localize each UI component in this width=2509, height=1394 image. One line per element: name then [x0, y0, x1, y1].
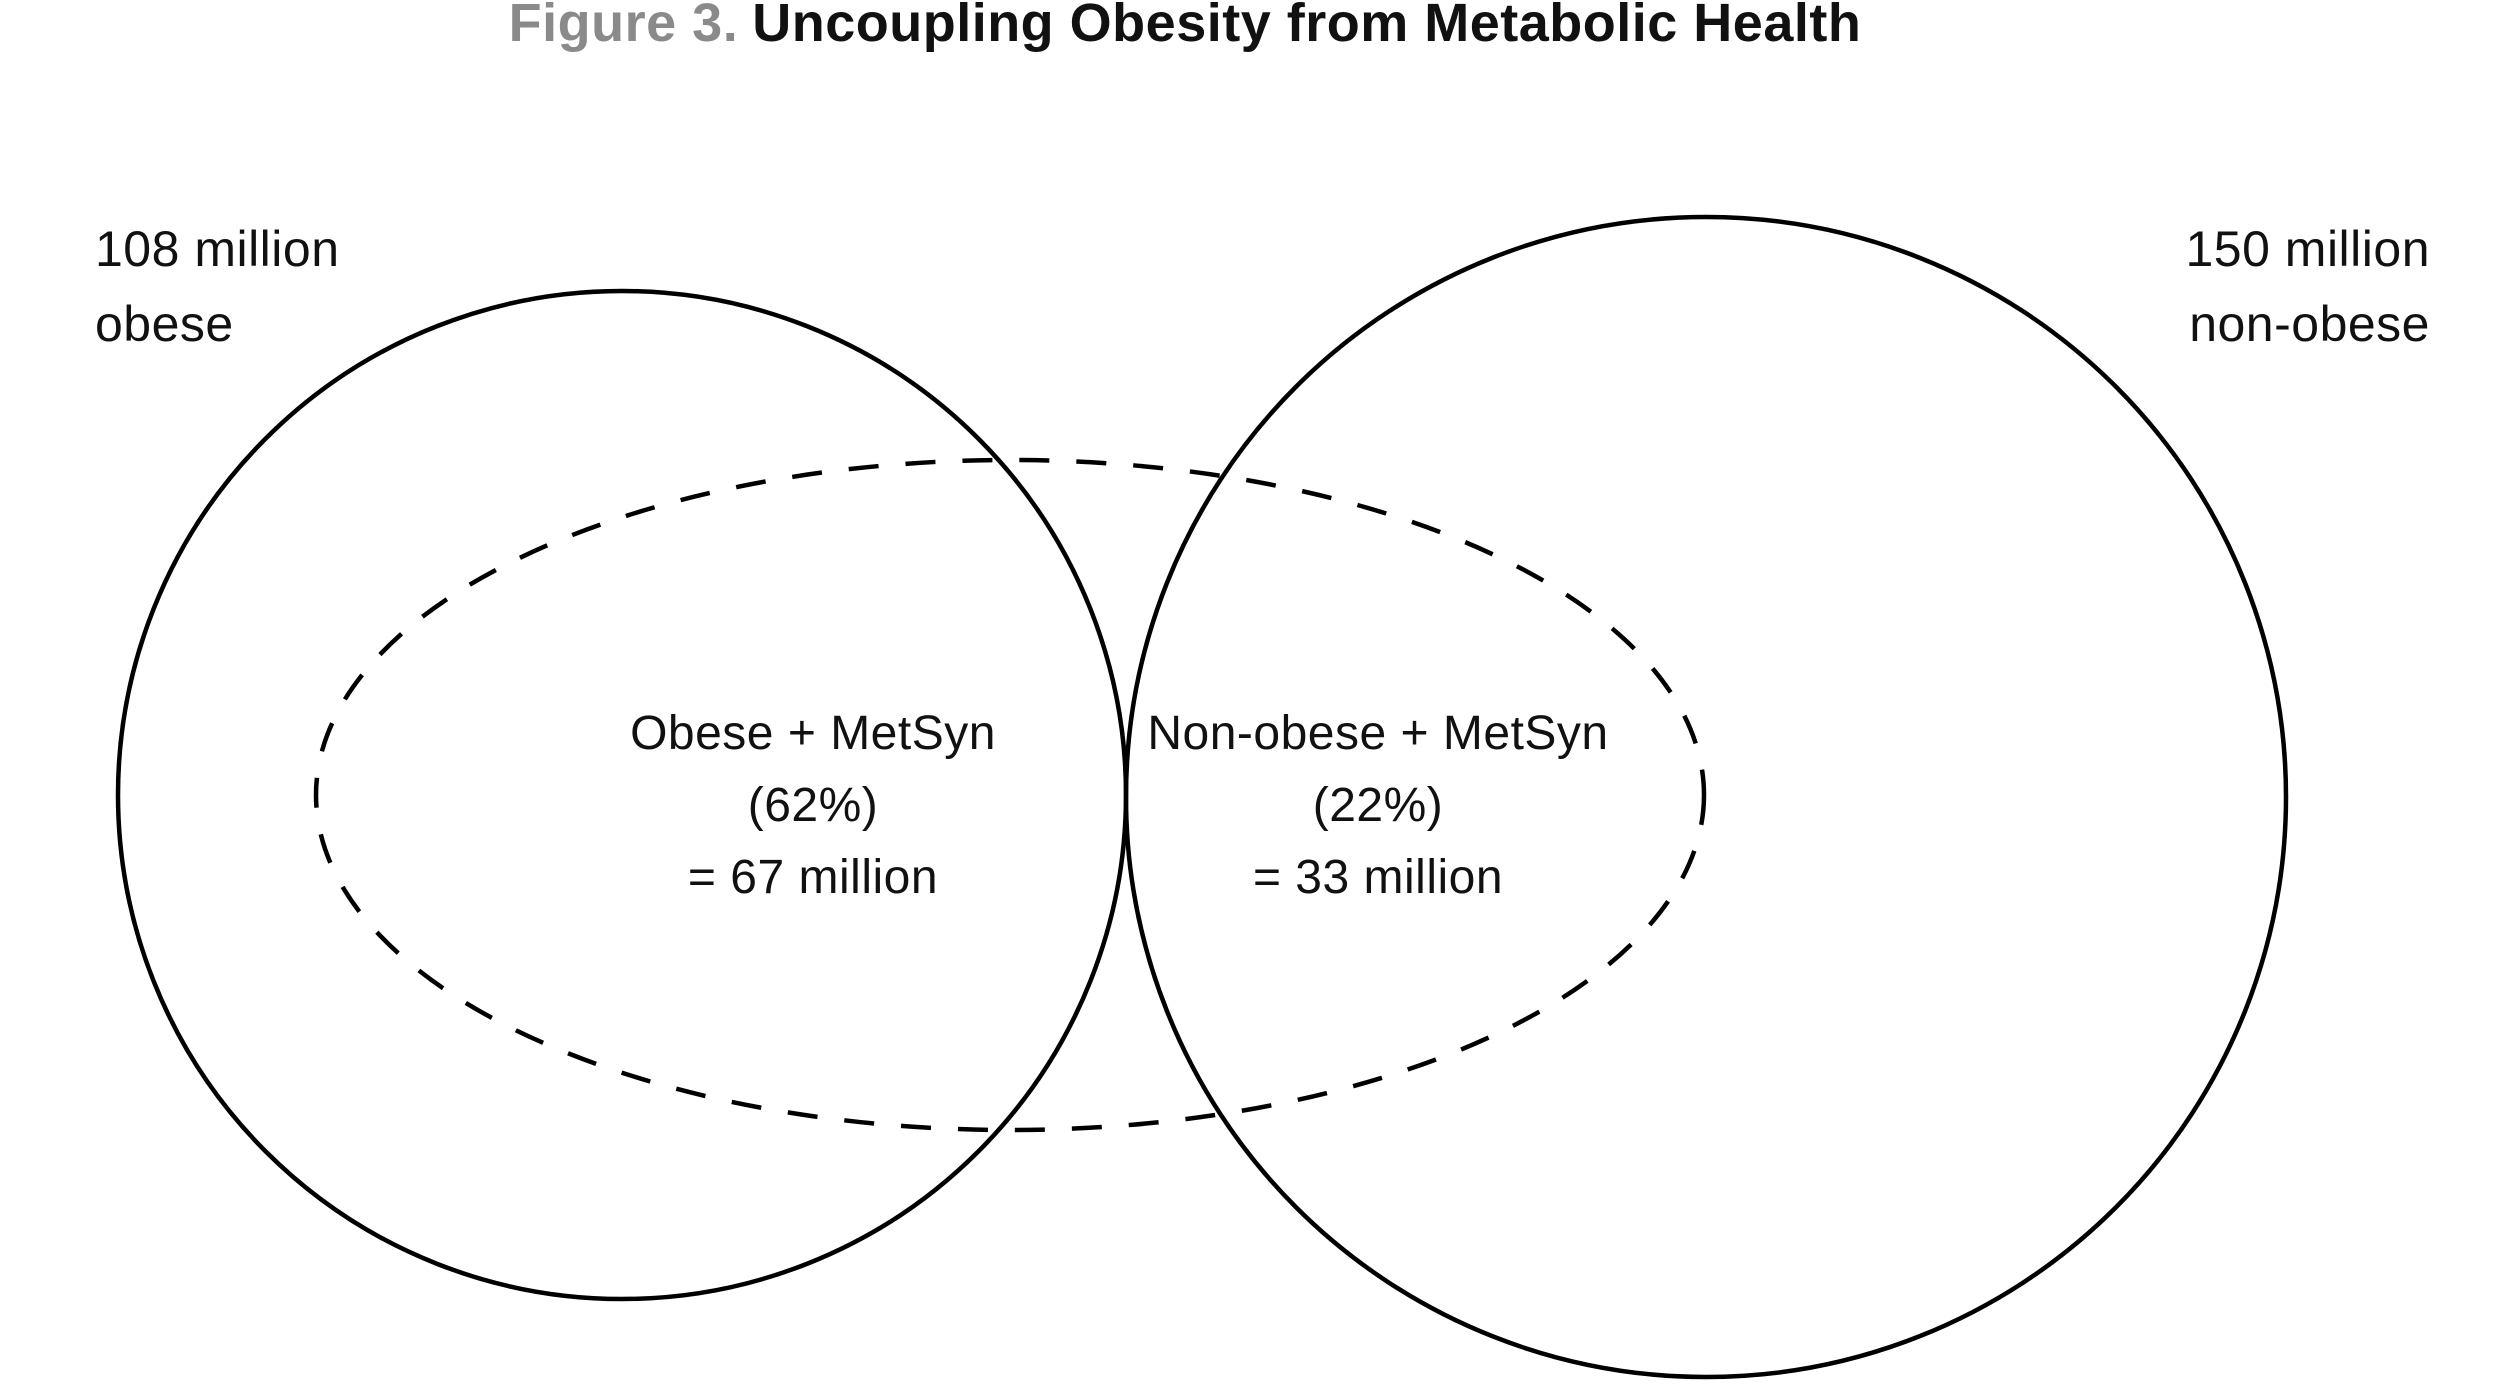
obese-circle-label-line1: 108 million: [95, 221, 340, 277]
figure-title: Figure 3. Uncoupling Obesity from Metabol…: [509, 0, 1862, 54]
metsyn-ellipse: [313, 457, 1707, 1133]
non-obese-circle: [1123, 214, 2289, 1380]
obese-circle-label-line2: obese: [95, 296, 234, 352]
obese-metsyn-line3: = 67 million: [687, 851, 939, 904]
non-obese-metsyn-line1: Non-obese + MetSyn: [1147, 707, 1609, 760]
figure-number-label: Figure 3.: [508, 0, 739, 53]
non-obese-circle-label-line1: 150 million: [2185, 221, 2430, 277]
figure-title-text: Uncoupling Obesity from Metabolic Health: [752, 0, 1862, 53]
non-obese-circle-label-line2: non-obese: [2189, 296, 2430, 352]
obese-metsyn-line1: Obese + MetSyn: [630, 707, 996, 760]
obese-circle-label: 108 million obese: [95, 212, 340, 362]
non-obese-metsyn-line2: (22%): [1312, 779, 1444, 832]
non-obese-circle-label: 150 million non-obese: [2185, 212, 2430, 362]
non-obese-metsyn-text: Non-obese + MetSyn (22%) = 33 million: [1147, 698, 1608, 914]
non-obese-metsyn-line3: = 33 million: [1252, 851, 1504, 904]
obese-metsyn-text: Obese + MetSyn (62%) = 67 million: [630, 698, 996, 914]
obese-metsyn-line2: (62%): [747, 779, 879, 832]
